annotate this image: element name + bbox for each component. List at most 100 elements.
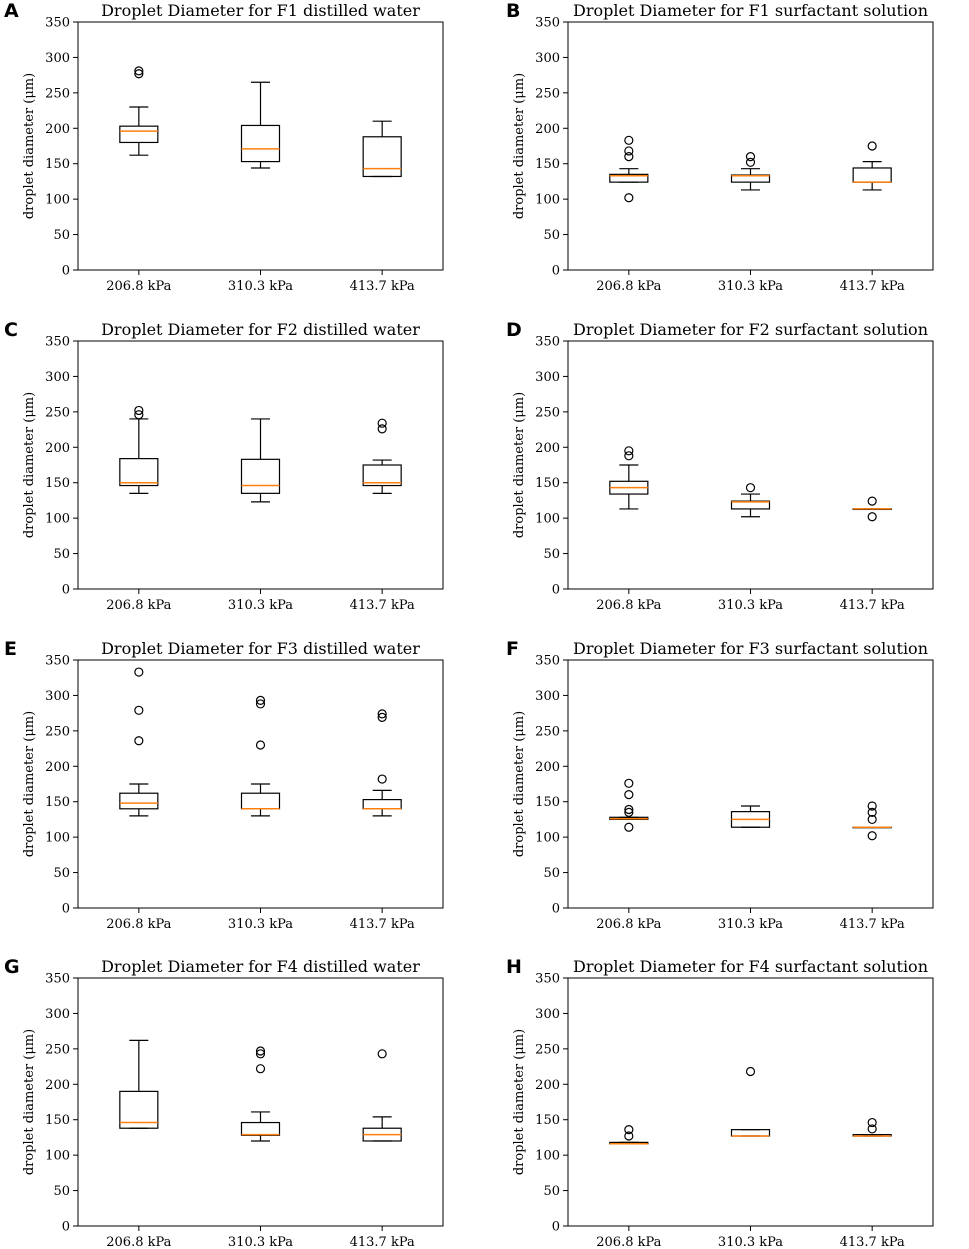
chart-title: Droplet Diameter for F2 distilled water — [101, 320, 420, 339]
y-tick-label: 0 — [552, 583, 560, 598]
y-tick-label: 200 — [45, 441, 70, 456]
panel-letter: A — [4, 0, 19, 22]
y-tick-label: 300 — [45, 370, 70, 385]
chart-title: Droplet Diameter for F1 distilled water — [101, 1, 420, 20]
iqr-box — [240, 1121, 281, 1136]
y-tick-label: 200 — [535, 122, 560, 137]
y-tick-label: 300 — [535, 689, 560, 704]
box-2 — [730, 1066, 771, 1137]
x-tick-label: 413.7 kPa — [840, 279, 905, 294]
y-tick-label: 250 — [535, 1042, 560, 1057]
x-tick-label: 310.3 kPa — [228, 279, 293, 294]
y-tick-label: 50 — [543, 866, 560, 881]
iqr-box — [609, 173, 649, 183]
outlier-point — [867, 831, 877, 841]
outlier-point — [624, 807, 634, 817]
outlier-point — [624, 451, 634, 461]
iqr-box — [240, 792, 281, 810]
y-axis-label: droplet diameter (μm) — [512, 73, 527, 219]
outlier-point — [255, 695, 266, 705]
panel-d: D Droplet Diameter for F2 surfactant solu… — [506, 319, 934, 613]
outlier-point — [134, 405, 144, 416]
outlier-point — [134, 66, 144, 76]
y-tick-label: 300 — [535, 51, 560, 66]
box-2 — [730, 483, 771, 518]
box-2 — [730, 152, 771, 191]
y-tick-label: 50 — [543, 1184, 560, 1199]
chart-title: Droplet Diameter for F2 surfactant solut… — [573, 320, 928, 339]
y-tick-label: 350 — [45, 16, 70, 31]
panel-letter: B — [506, 0, 520, 22]
x-tick-label: 206.8 kPa — [596, 1235, 661, 1249]
chart-title: Droplet Diameter for F1 surfactant solut… — [573, 1, 928, 20]
x-tick-label: 310.3 kPa — [228, 917, 293, 932]
outlier-point — [624, 1131, 634, 1141]
outlier-point — [624, 135, 634, 145]
outlier-point — [255, 1064, 266, 1074]
y-tick-label: 50 — [53, 547, 70, 562]
y-tick-label: 350 — [45, 335, 70, 350]
x-tick-label: 413.7 kPa — [350, 917, 415, 932]
outlier-point — [624, 778, 634, 788]
outlier-point — [624, 152, 634, 162]
outlier-point — [134, 667, 144, 677]
y-axis-label: droplet diameter (μm) — [512, 711, 527, 857]
iqr-box — [119, 458, 159, 487]
axes-frame — [77, 340, 444, 590]
y-tick-label: 0 — [552, 264, 560, 279]
outlier-point — [745, 1066, 756, 1077]
outlier-point — [867, 496, 877, 506]
outlier-point — [255, 740, 266, 750]
y-tick-label: 350 — [535, 16, 560, 31]
y-tick-label: 200 — [535, 1078, 560, 1093]
iqr-box — [362, 136, 402, 178]
iqr-box — [240, 458, 281, 494]
y-tick-label: 300 — [45, 51, 70, 66]
panel-a: A Droplet Diameter for F1 distilled water… — [4, 0, 444, 294]
y-tick-label: 250 — [45, 1042, 70, 1057]
y-tick-label: 0 — [62, 583, 70, 598]
y-tick-label: 250 — [535, 724, 560, 739]
outlier-point — [377, 774, 387, 784]
iqr-box — [730, 1129, 771, 1137]
y-tick-label: 50 — [543, 547, 560, 562]
y-tick-label: 0 — [62, 264, 70, 279]
outlier-point — [867, 1117, 877, 1128]
outlier-point — [377, 1049, 387, 1059]
box-1 — [609, 135, 649, 203]
box-1 — [119, 1039, 159, 1129]
panel-letter: F — [506, 638, 519, 660]
y-tick-label: 200 — [535, 760, 560, 775]
iqr-box — [119, 792, 159, 810]
x-tick-label: 206.8 kPa — [106, 598, 171, 613]
outlier-point — [134, 69, 144, 79]
y-tick-label: 250 — [45, 405, 70, 420]
x-tick-label: 206.8 kPa — [106, 279, 171, 294]
y-tick-label: 150 — [535, 157, 560, 172]
chart-title: Droplet Diameter for F4 distilled water — [101, 957, 420, 976]
y-tick-label: 0 — [62, 902, 70, 917]
box-2 — [240, 418, 281, 503]
x-tick-label: 413.7 kPa — [350, 598, 415, 613]
outlier-point — [255, 1046, 266, 1056]
outlier-point — [624, 790, 634, 800]
outlier-point — [745, 152, 756, 162]
outlier-point — [624, 1125, 634, 1135]
outlier-point — [377, 709, 387, 719]
y-tick-label: 100 — [535, 193, 560, 208]
y-tick-label: 300 — [45, 1007, 70, 1022]
y-tick-label: 50 — [53, 1184, 70, 1199]
y-tick-label: 350 — [45, 654, 70, 669]
outlier-point — [255, 1049, 266, 1059]
iqr-box — [362, 798, 402, 810]
y-tick-label: 100 — [45, 193, 70, 208]
y-tick-label: 0 — [552, 1220, 560, 1235]
box-1 — [609, 778, 649, 832]
x-tick-label: 413.7 kPa — [840, 1235, 905, 1249]
outlier-point — [867, 1124, 877, 1134]
panel-letter: E — [4, 638, 17, 660]
y-tick-label: 100 — [45, 512, 70, 527]
y-axis-label: droplet diameter (μm) — [512, 1029, 527, 1175]
box-3 — [852, 1117, 892, 1137]
